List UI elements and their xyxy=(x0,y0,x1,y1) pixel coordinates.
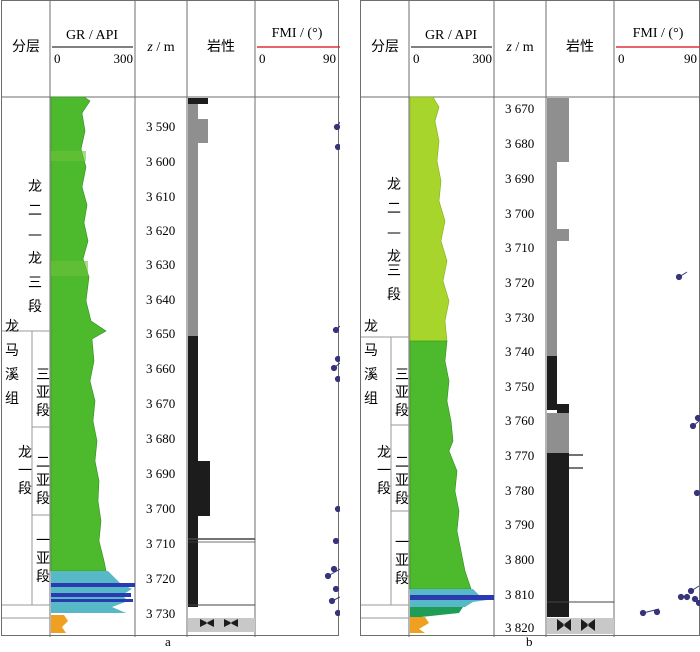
depth-label: 3 650 xyxy=(146,326,175,341)
fmi-points-a xyxy=(324,121,340,617)
gr-scale-max: 300 xyxy=(473,51,493,66)
depth-label: 3 710 xyxy=(505,240,534,255)
gr-scale-min: 0 xyxy=(54,51,61,66)
depth-label: 3 760 xyxy=(505,413,534,428)
log-chart-b: 分层 GR / API 0 300 z / m 岩性 FMI / (°) 0 9… xyxy=(361,1,700,637)
depth-label: 3 670 xyxy=(146,396,175,411)
depth-label: 3 670 xyxy=(505,101,534,116)
fmi-scale-max: 90 xyxy=(684,51,697,66)
header-layer: 分层 xyxy=(371,39,399,55)
gr-scale-max: 300 xyxy=(114,51,134,66)
lithology-column-a xyxy=(188,98,255,632)
header-layer: 分层 xyxy=(12,39,40,55)
depth-label: 3 730 xyxy=(146,606,175,621)
depth-label: 3 790 xyxy=(505,517,534,532)
log-panel-a: 分层 GR / API 0 300 z / m 岩性 FMI / (°) 0 9… xyxy=(1,0,340,637)
header-fmi: FMI / (°) xyxy=(272,26,323,41)
layer-sub3-b: 三亚段 xyxy=(395,367,409,419)
layer-sub1-a: 一亚段 xyxy=(36,533,50,585)
layer-sub2-a: 二亚段 xyxy=(36,455,50,507)
depth-label: 3 690 xyxy=(505,171,534,186)
layer-formation-b: 龙马溪组 xyxy=(364,319,378,407)
log-panel-b: 分层 GR / API 0 300 z / m 岩性 FMI / (°) 0 9… xyxy=(360,0,700,637)
depth-label: 3 800 xyxy=(505,552,534,567)
depth-label: 3 680 xyxy=(505,136,534,151)
depth-label: 3 630 xyxy=(146,257,175,272)
depth-label: 3 750 xyxy=(505,379,534,394)
layer-sub2-b: 二亚段 xyxy=(395,455,409,507)
lithology-column-b xyxy=(547,98,614,634)
layer-upper-member-b: 龙二—龙三段 xyxy=(387,177,401,303)
header-depth: z / m xyxy=(146,40,174,55)
depth-label: 3 770 xyxy=(505,448,534,463)
header-fmi: FMI / (°) xyxy=(633,26,684,41)
depth-label: 3 680 xyxy=(146,431,175,446)
layer-upper-member-a: 龙二—龙三段 xyxy=(28,179,42,315)
header-gr: GR / API xyxy=(66,28,118,43)
depth-label: 3 600 xyxy=(146,154,175,169)
depth-label: 3 710 xyxy=(146,536,175,551)
depth-label: 3 620 xyxy=(146,223,175,238)
layer-sub1-b: 一亚段 xyxy=(395,535,409,587)
depth-label: 3 780 xyxy=(505,483,534,498)
header-lithology: 岩性 xyxy=(566,39,594,55)
header-depth: z / m xyxy=(505,40,533,55)
panel-label-a: a xyxy=(165,634,171,649)
depth-axis-b: 3 670 3 680 3 690 3 700 3 710 3 720 3 73… xyxy=(505,101,534,635)
depth-label: 3 720 xyxy=(146,571,175,586)
layer-lower-member-a: 龙一段 xyxy=(18,445,32,497)
layer-lower-member-b: 龙一段 xyxy=(377,445,391,497)
gr-scale-min: 0 xyxy=(413,51,420,66)
depth-label: 3 820 xyxy=(505,620,534,635)
depth-label: 3 640 xyxy=(146,292,175,307)
fmi-scale-min: 0 xyxy=(259,51,266,66)
log-chart-a: 分层 GR / API 0 300 z / m 岩性 FMI / (°) 0 9… xyxy=(2,1,340,637)
gr-curve-a xyxy=(50,96,135,633)
fmi-scale-max: 90 xyxy=(323,51,336,66)
depth-axis-a: 3 590 3 600 3 610 3 620 3 630 3 640 3 65… xyxy=(146,119,175,621)
header-gr: GR / API xyxy=(425,28,477,43)
panel-label-b: b xyxy=(526,634,533,649)
layer-formation-a: 龙马溪组 xyxy=(5,319,19,407)
depth-label: 3 810 xyxy=(505,587,534,602)
fmi-points-b xyxy=(639,271,700,617)
depth-label: 3 590 xyxy=(146,119,175,134)
depth-label: 3 660 xyxy=(146,361,175,376)
gr-curve-b xyxy=(409,96,494,633)
layer-sub3-a: 三亚段 xyxy=(36,367,50,419)
depth-label: 3 700 xyxy=(146,501,175,516)
depth-label: 3 740 xyxy=(505,344,534,359)
depth-label: 3 610 xyxy=(146,189,175,204)
header-lithology: 岩性 xyxy=(207,39,235,55)
depth-label: 3 700 xyxy=(505,206,534,221)
depth-label: 3 720 xyxy=(505,275,534,290)
depth-label: 3 690 xyxy=(146,466,175,481)
depth-label: 3 730 xyxy=(505,310,534,325)
fmi-scale-min: 0 xyxy=(618,51,625,66)
